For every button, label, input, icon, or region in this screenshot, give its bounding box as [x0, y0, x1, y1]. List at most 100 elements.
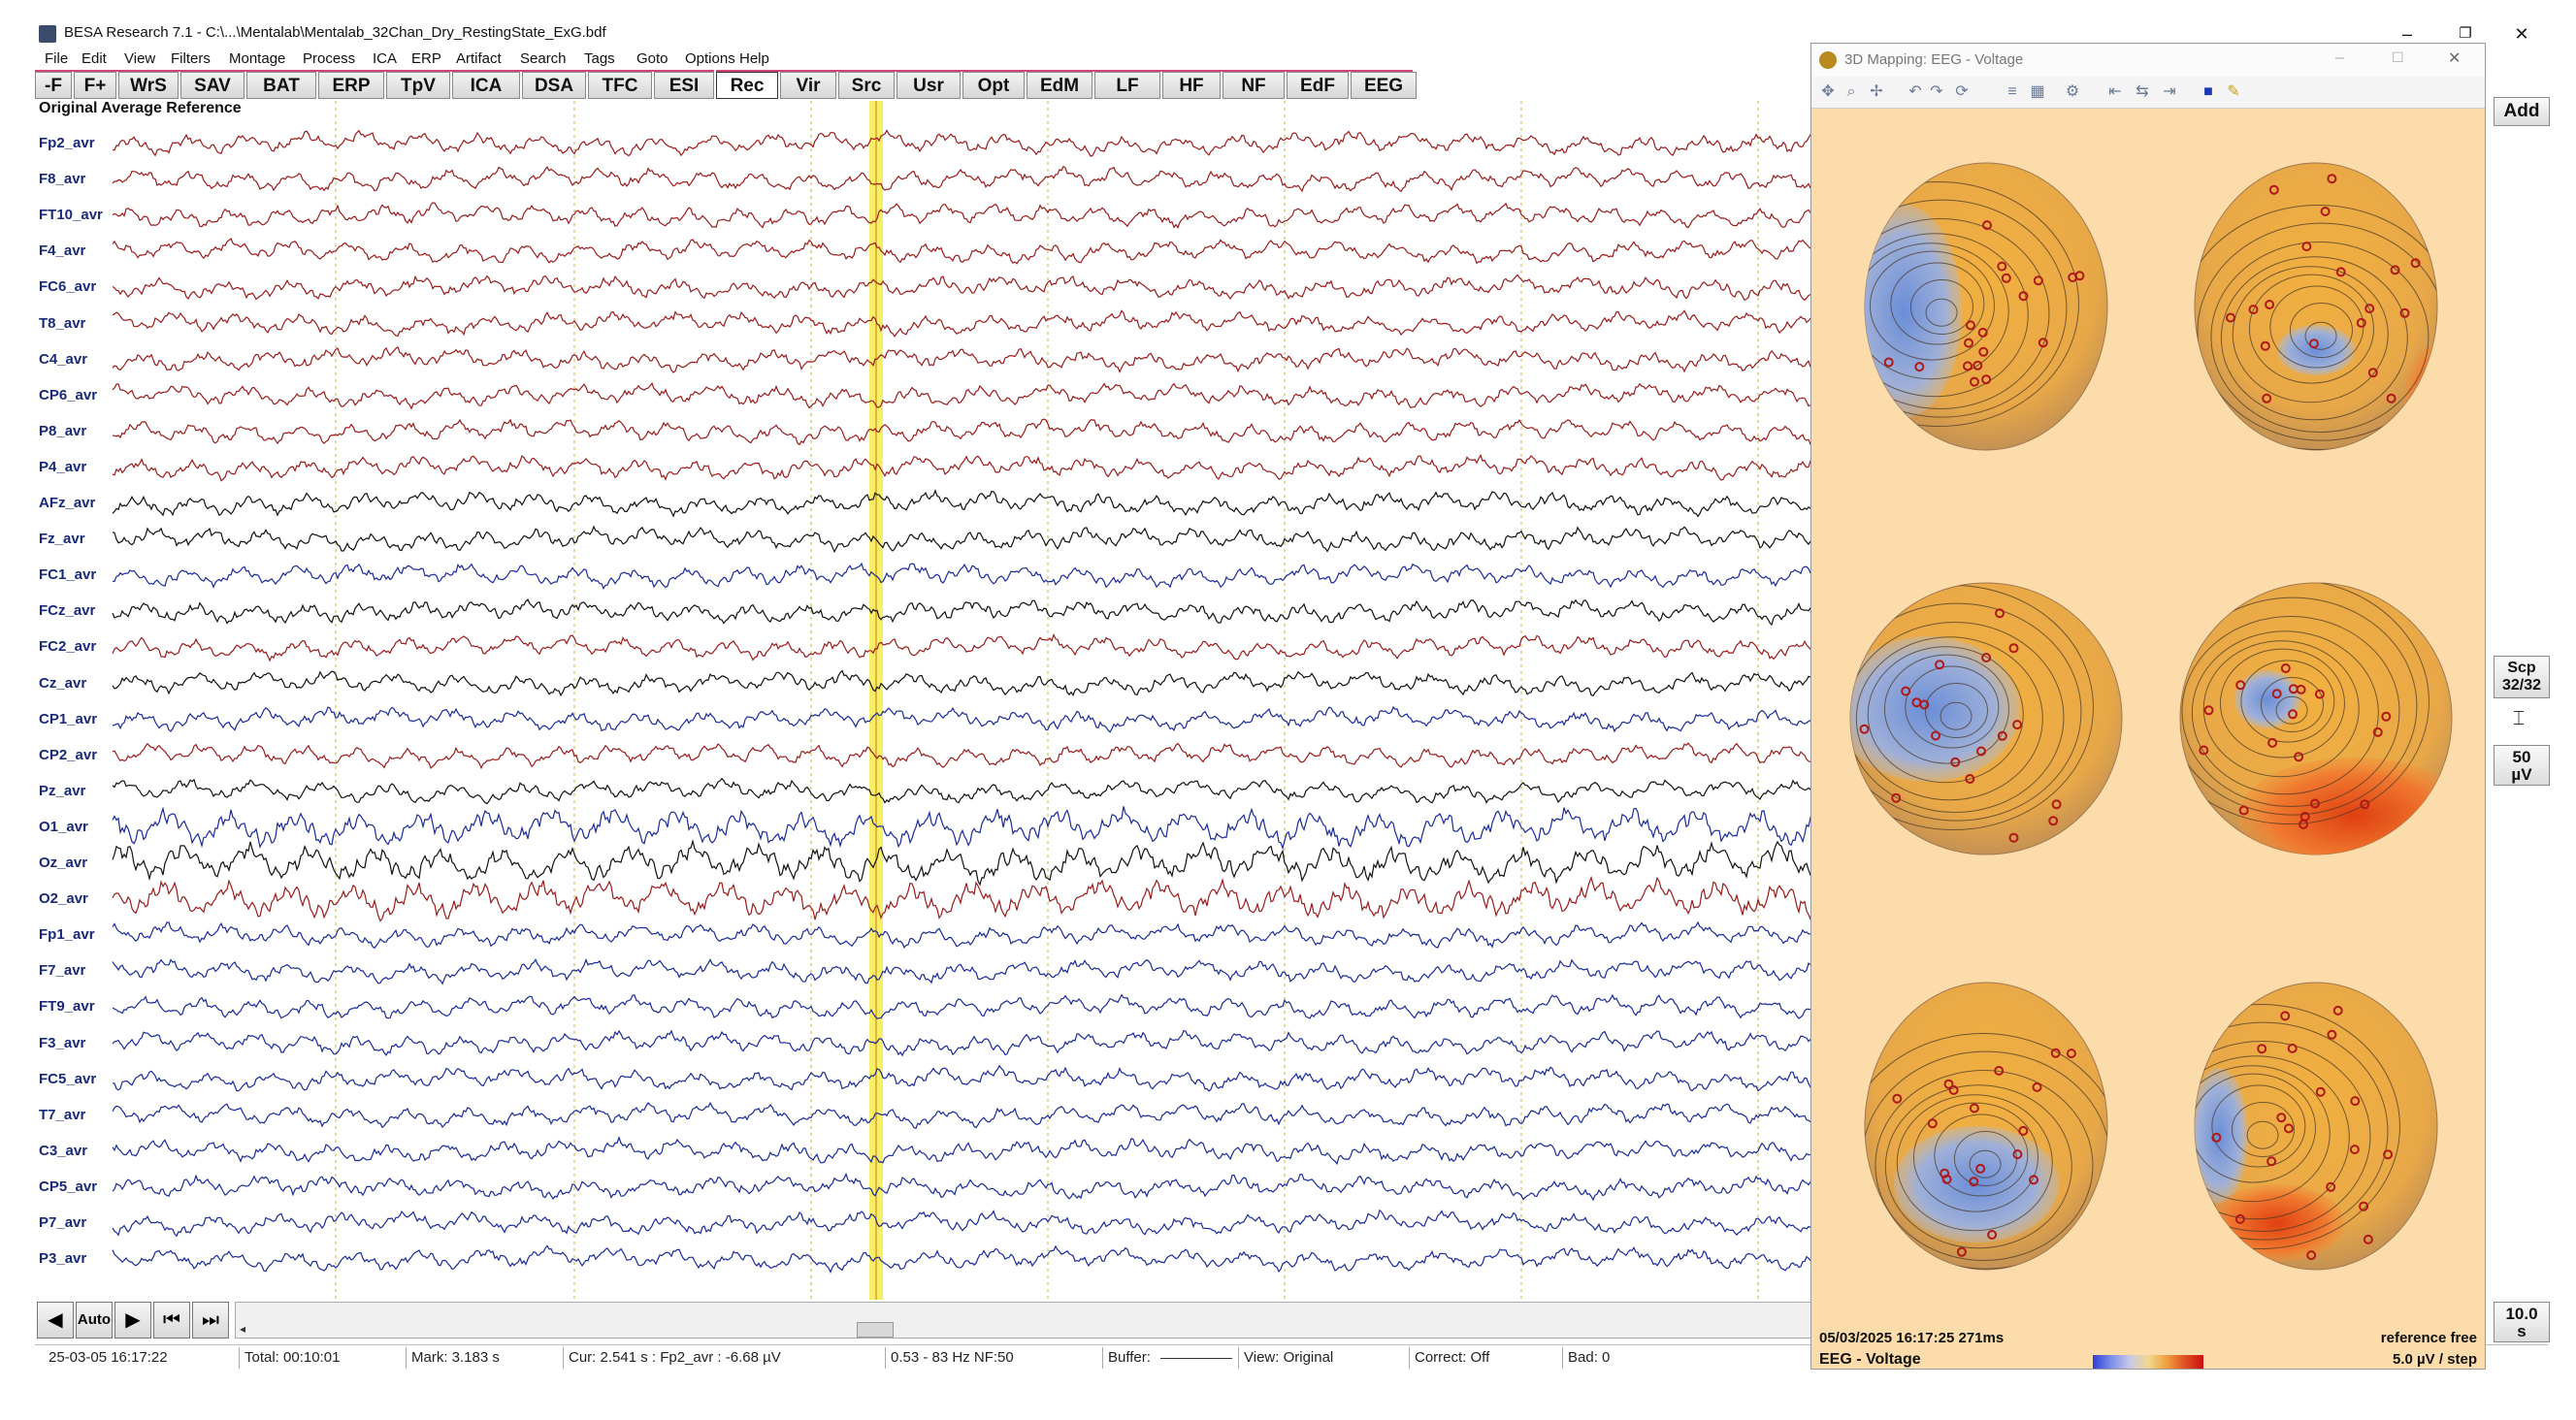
channel-label[interactable]: F4_avr — [39, 242, 86, 260]
channel-label[interactable]: FT9_avr — [39, 998, 95, 1016]
mapping-window-titlebar[interactable]: 3D Mapping: EEG - Voltage – ☐ ✕ — [1811, 44, 2485, 77]
channel-label[interactable]: Fp1_avr — [39, 926, 95, 944]
color-cube-icon[interactable]: ■ — [2203, 83, 2213, 100]
channel-label[interactable]: F7_avr — [39, 962, 86, 980]
page-back-button[interactable]: ⏮ — [153, 1302, 190, 1339]
view-left-icon[interactable]: ⇤ — [2108, 83, 2122, 100]
toolbar-lf-button[interactable]: LF — [1094, 72, 1160, 99]
toolbar-usr-button[interactable]: Usr — [897, 72, 961, 99]
page-forward-button[interactable]: ⏭ — [192, 1302, 229, 1339]
pan-icon[interactable]: ✢ — [1870, 83, 1883, 100]
rotate-icon[interactable]: ⟳ — [1955, 83, 1969, 100]
sequence-icon[interactable]: ≡ — [2007, 83, 2017, 100]
head-map[interactable] — [1811, 162, 2108, 451]
head-map[interactable] — [2149, 580, 2471, 874]
toolbar-tpv-button[interactable]: TpV — [386, 72, 450, 99]
channel-label[interactable]: C3_avr — [39, 1142, 88, 1159]
channel-label[interactable]: FT10_avr — [39, 207, 103, 224]
toolbar-f-button[interactable]: -F — [35, 72, 72, 99]
minimize-button[interactable]: – — [2401, 24, 2412, 44]
channel-label[interactable]: CP6_avr — [39, 386, 98, 403]
menu-montage[interactable]: Montage — [229, 50, 286, 67]
channel-label[interactable]: P8_avr — [39, 422, 87, 439]
channel-label[interactable]: Pz_avr — [39, 782, 86, 799]
menu-tags[interactable]: Tags — [584, 50, 615, 67]
head-map[interactable] — [1842, 982, 2122, 1278]
timebase-button[interactable]: 10.0 s — [2494, 1302, 2550, 1342]
menu-artifact[interactable]: Artifact — [456, 50, 502, 67]
toolbar-edf-button[interactable]: EdF — [1287, 72, 1349, 99]
toolbar-fplus-button[interactable]: F+ — [74, 72, 116, 99]
channel-label[interactable]: FCz_avr — [39, 602, 96, 620]
head-map[interactable] — [2120, 982, 2438, 1271]
paint-icon[interactable]: ✎ — [2227, 83, 2240, 100]
channel-label[interactable]: Cz_avr — [39, 674, 87, 692]
channel-label[interactable]: O2_avr — [39, 890, 88, 908]
menu-edit[interactable]: Edit — [82, 50, 107, 67]
grid-icon[interactable]: ▦ — [2030, 83, 2045, 100]
toolbar-wrs-button[interactable]: WrS — [118, 72, 179, 99]
channel-label[interactable]: F3_avr — [39, 1034, 86, 1051]
amplitude-button[interactable]: 50 µV — [2494, 745, 2550, 786]
toolbar-src-button[interactable]: Src — [838, 72, 895, 99]
menu-filters[interactable]: Filters — [171, 50, 211, 67]
menu-file[interactable]: File — [45, 50, 69, 67]
play-forward-button[interactable]: ▶ — [114, 1302, 151, 1339]
toolbar-hf-button[interactable]: HF — [1162, 72, 1221, 99]
head-map[interactable] — [1813, 582, 2123, 855]
toolbar-dsa-button[interactable]: DSA — [522, 72, 586, 99]
toolbar-rec-button[interactable]: Rec — [716, 72, 778, 99]
channel-label[interactable]: Fp2_avr — [39, 135, 95, 151]
channel-label[interactable]: Oz_avr — [39, 855, 88, 871]
menu-view[interactable]: View — [124, 50, 156, 67]
menu-erp[interactable]: ERP — [411, 50, 441, 67]
channel-label[interactable]: FC6_avr — [39, 278, 97, 296]
channel-label[interactable]: FC2_avr — [39, 638, 97, 656]
eeg-trace-area[interactable] — [35, 101, 1816, 1300]
scp-button[interactable]: Scp 32/32 — [2494, 656, 2550, 698]
channel-label[interactable]: O1_avr — [39, 818, 88, 835]
channel-label[interactable]: P3_avr — [39, 1250, 87, 1268]
channel-label[interactable]: P4_avr — [39, 458, 87, 475]
scroll-left-arrow-icon[interactable]: ◂ — [240, 1322, 246, 1336]
channel-label[interactable]: Fz_avr — [39, 531, 85, 548]
scrollbar-thumb[interactable] — [857, 1322, 894, 1338]
time-scrollbar[interactable]: ◂ — [235, 1302, 1816, 1339]
toolbar-eeg-button[interactable]: EEG — [1351, 72, 1417, 99]
channel-label[interactable]: CP1_avr — [39, 710, 98, 727]
view-right-icon[interactable]: ⇥ — [2163, 83, 2176, 100]
close-button[interactable]: ✕ — [2514, 24, 2529, 44]
channel-label[interactable]: CP2_avr — [39, 746, 98, 763]
toolbar-nf-button[interactable]: NF — [1223, 72, 1285, 99]
toolbar-tfc-button[interactable]: TFC — [588, 72, 652, 99]
toolbar-opt-button[interactable]: Opt — [962, 72, 1025, 99]
menu-search[interactable]: Search — [520, 50, 567, 67]
auto-button[interactable]: Auto — [76, 1302, 113, 1339]
menu-goto[interactable]: Goto — [636, 50, 668, 67]
toolbar-ica-button[interactable]: ICA — [452, 72, 520, 99]
channel-label[interactable]: CP5_avr — [39, 1178, 98, 1195]
menu-process[interactable]: Process — [303, 50, 356, 67]
view-front-icon[interactable]: ⇆ — [2136, 83, 2149, 100]
menu-options[interactable]: Options — [685, 50, 735, 67]
toolbar-sav-button[interactable]: SAV — [180, 72, 245, 99]
toolbar-bat-button[interactable]: BAT — [246, 72, 316, 99]
channel-label[interactable]: P7_avr — [39, 1214, 87, 1231]
channel-label[interactable]: C4_avr — [39, 350, 88, 368]
toolbar-erp-button[interactable]: ERP — [318, 72, 384, 99]
zoom-icon[interactable]: ⌕ — [1846, 83, 1856, 100]
toolbar-edm-button[interactable]: EdM — [1027, 72, 1092, 99]
channel-label[interactable]: T7_avr — [39, 1106, 86, 1123]
menu-ica[interactable]: ICA — [373, 50, 398, 67]
head-map[interactable] — [2178, 162, 2481, 476]
mapping-maximize-button[interactable]: ☐ — [2392, 49, 2404, 65]
channel-label[interactable]: F8_avr — [39, 171, 86, 188]
mapping-close-button[interactable]: ✕ — [2448, 50, 2462, 67]
channel-label[interactable]: T8_avr — [39, 314, 86, 332]
scroll-left-button[interactable]: ◀ — [37, 1302, 74, 1339]
settings-icon[interactable]: ⚙ — [2065, 83, 2080, 100]
toolbar-vir-button[interactable]: Vir — [780, 72, 836, 99]
mapping-minimize-button[interactable]: – — [2335, 49, 2344, 66]
maximize-button[interactable]: ❐ — [2459, 25, 2472, 42]
move-icon[interactable]: ✥ — [1821, 83, 1835, 100]
